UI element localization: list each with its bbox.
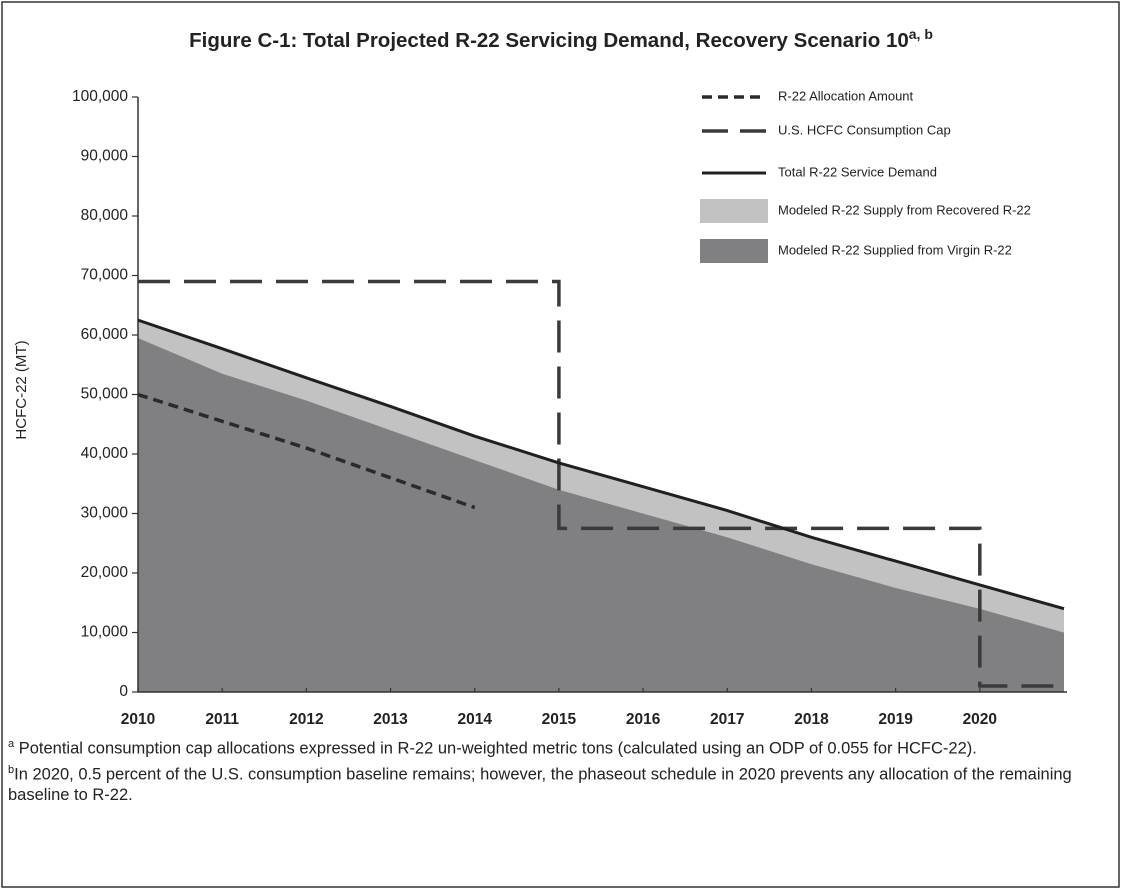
x-tick-label: 2015 <box>542 711 577 728</box>
title-text: Figure C-1: Total Projected R-22 Servici… <box>189 29 909 52</box>
legend-label: Modeled R-22 Supplied from Virgin R-22 <box>778 242 1012 257</box>
y-tick-label: 90,000 <box>81 148 129 165</box>
y-tick-label: 40,000 <box>81 445 129 462</box>
title-superscript: a, b <box>909 26 933 42</box>
x-tick-label: 2012 <box>289 711 323 728</box>
x-tick-label: 2013 <box>373 711 408 728</box>
footnote-marker: a <box>8 738 15 750</box>
legend-label: R-22 Allocation Amount <box>778 88 914 103</box>
legend-swatch <box>700 199 768 223</box>
legend-label: Modeled R-22 Supply from Recovered R-22 <box>778 202 1031 217</box>
footnote: bIn 2020, 0.5 percent of the U.S. consum… <box>8 760 1106 807</box>
y-tick-label: 60,000 <box>81 326 129 343</box>
y-tick-label: 80,000 <box>81 207 129 224</box>
chart-title: Figure C-1: Total Projected R-22 Servici… <box>189 26 933 53</box>
series-line <box>138 279 1064 688</box>
footnote-text: Potential consumption cap allocations ex… <box>18 739 977 758</box>
x-tick-label: 2016 <box>626 711 661 728</box>
x-tick-label: 2019 <box>878 711 913 728</box>
x-tick-label: 2010 <box>121 711 155 728</box>
y-tick-label: 70,000 <box>81 267 129 284</box>
footnote: a Potential consumption cap allocations … <box>8 734 1106 760</box>
y-tick-label: 30,000 <box>81 505 129 522</box>
y-tick-label: 100,000 <box>72 88 128 105</box>
y-tick-label: 0 <box>119 683 128 700</box>
series-line <box>137 392 476 510</box>
footnote-marker: b <box>8 763 15 776</box>
x-tick-label: 2011 <box>205 711 239 728</box>
x-tick-label: 2020 <box>963 711 997 728</box>
legend-label: Total R-22 Service Demand <box>778 164 937 179</box>
series-line <box>137 318 1065 611</box>
legend-label: U.S. HCFC Consumption Cap <box>778 122 951 137</box>
x-tick-label: 2017 <box>710 711 744 728</box>
x-tick-label: 2014 <box>457 711 492 728</box>
x-tick-label: 2018 <box>794 711 829 728</box>
y-axis-label: HCFC-22 (MT) <box>13 340 30 439</box>
legend-swatch <box>700 239 768 263</box>
y-tick-label: 50,000 <box>81 386 129 403</box>
y-tick-label: 20,000 <box>81 564 129 581</box>
footnote-text: In 2020, 0.5 percent of the U.S. consump… <box>8 765 1072 804</box>
y-tick-label: 10,000 <box>81 624 129 641</box>
footnotes: a Potential consumption cap allocations … <box>8 734 1106 806</box>
area <box>138 337 1064 692</box>
